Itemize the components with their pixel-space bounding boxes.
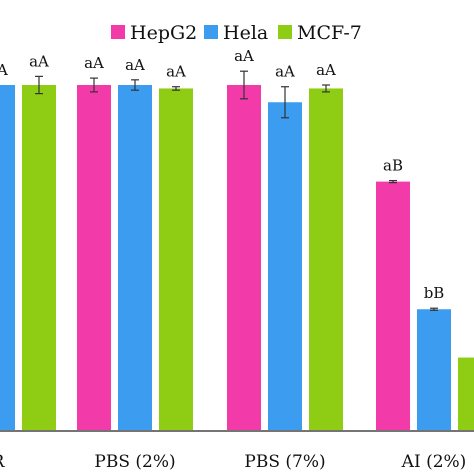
- legend-swatch: [278, 25, 292, 39]
- data-label: aB: [383, 157, 403, 175]
- error-bar: [240, 70, 248, 100]
- bar-hela-0: [0, 85, 15, 430]
- bar-hepg2-1: [77, 85, 111, 430]
- data-label: aA: [125, 56, 145, 74]
- x-axis: R PBS (2%) PBS (7%) AI (2%): [0, 430, 474, 472]
- error-bar: [131, 79, 139, 91]
- error-bar: [389, 179, 397, 184]
- error-bar: [430, 307, 438, 311]
- data-label: aA: [316, 61, 336, 79]
- data-label: aA: [84, 54, 104, 72]
- data-label: aA: [275, 63, 295, 81]
- x-tick-label: R: [0, 452, 6, 472]
- data-label: bB: [424, 284, 445, 302]
- data-label: aA: [166, 63, 186, 81]
- bar-mcf-7-3: [458, 357, 474, 430]
- bars-group: aAaAaAaAaAaAaAaAaAaBbB: [0, 47, 474, 430]
- legend-swatch: [111, 25, 125, 39]
- bar-mcf-7-1: [159, 88, 193, 430]
- x-tick-label: PBS (7%): [244, 452, 325, 472]
- bar-hela-3: [417, 309, 451, 430]
- error-bar: [35, 75, 43, 95]
- data-label: aA: [29, 52, 49, 70]
- error-bar: [90, 77, 98, 93]
- error-bar: [281, 86, 289, 119]
- data-label: aA: [234, 47, 254, 65]
- bar-mcf-7-2: [309, 88, 343, 430]
- error-bar: [172, 86, 180, 91]
- bar-hela-1: [118, 85, 152, 430]
- legend-label: Hela: [223, 22, 268, 44]
- legend: HepG2 Hela MCF-7: [111, 22, 362, 44]
- legend-label: MCF-7: [297, 22, 362, 44]
- legend-item-hepg2: HepG2: [111, 22, 197, 44]
- error-bar: [322, 84, 330, 93]
- x-tick-label: PBS (2%): [94, 452, 175, 472]
- legend-item-hela: Hela: [204, 22, 268, 44]
- data-label: aA: [0, 61, 8, 79]
- x-tick-label: AI (2%): [401, 452, 467, 472]
- bar-mcf-7-0: [22, 85, 56, 430]
- bar-hela-2: [268, 102, 302, 430]
- legend-label: HepG2: [130, 22, 197, 44]
- bar-hepg2-3: [376, 181, 410, 430]
- legend-swatch: [204, 25, 218, 39]
- legend-item-mcf-7: MCF-7: [278, 22, 362, 44]
- bar-hepg2-2: [227, 85, 261, 430]
